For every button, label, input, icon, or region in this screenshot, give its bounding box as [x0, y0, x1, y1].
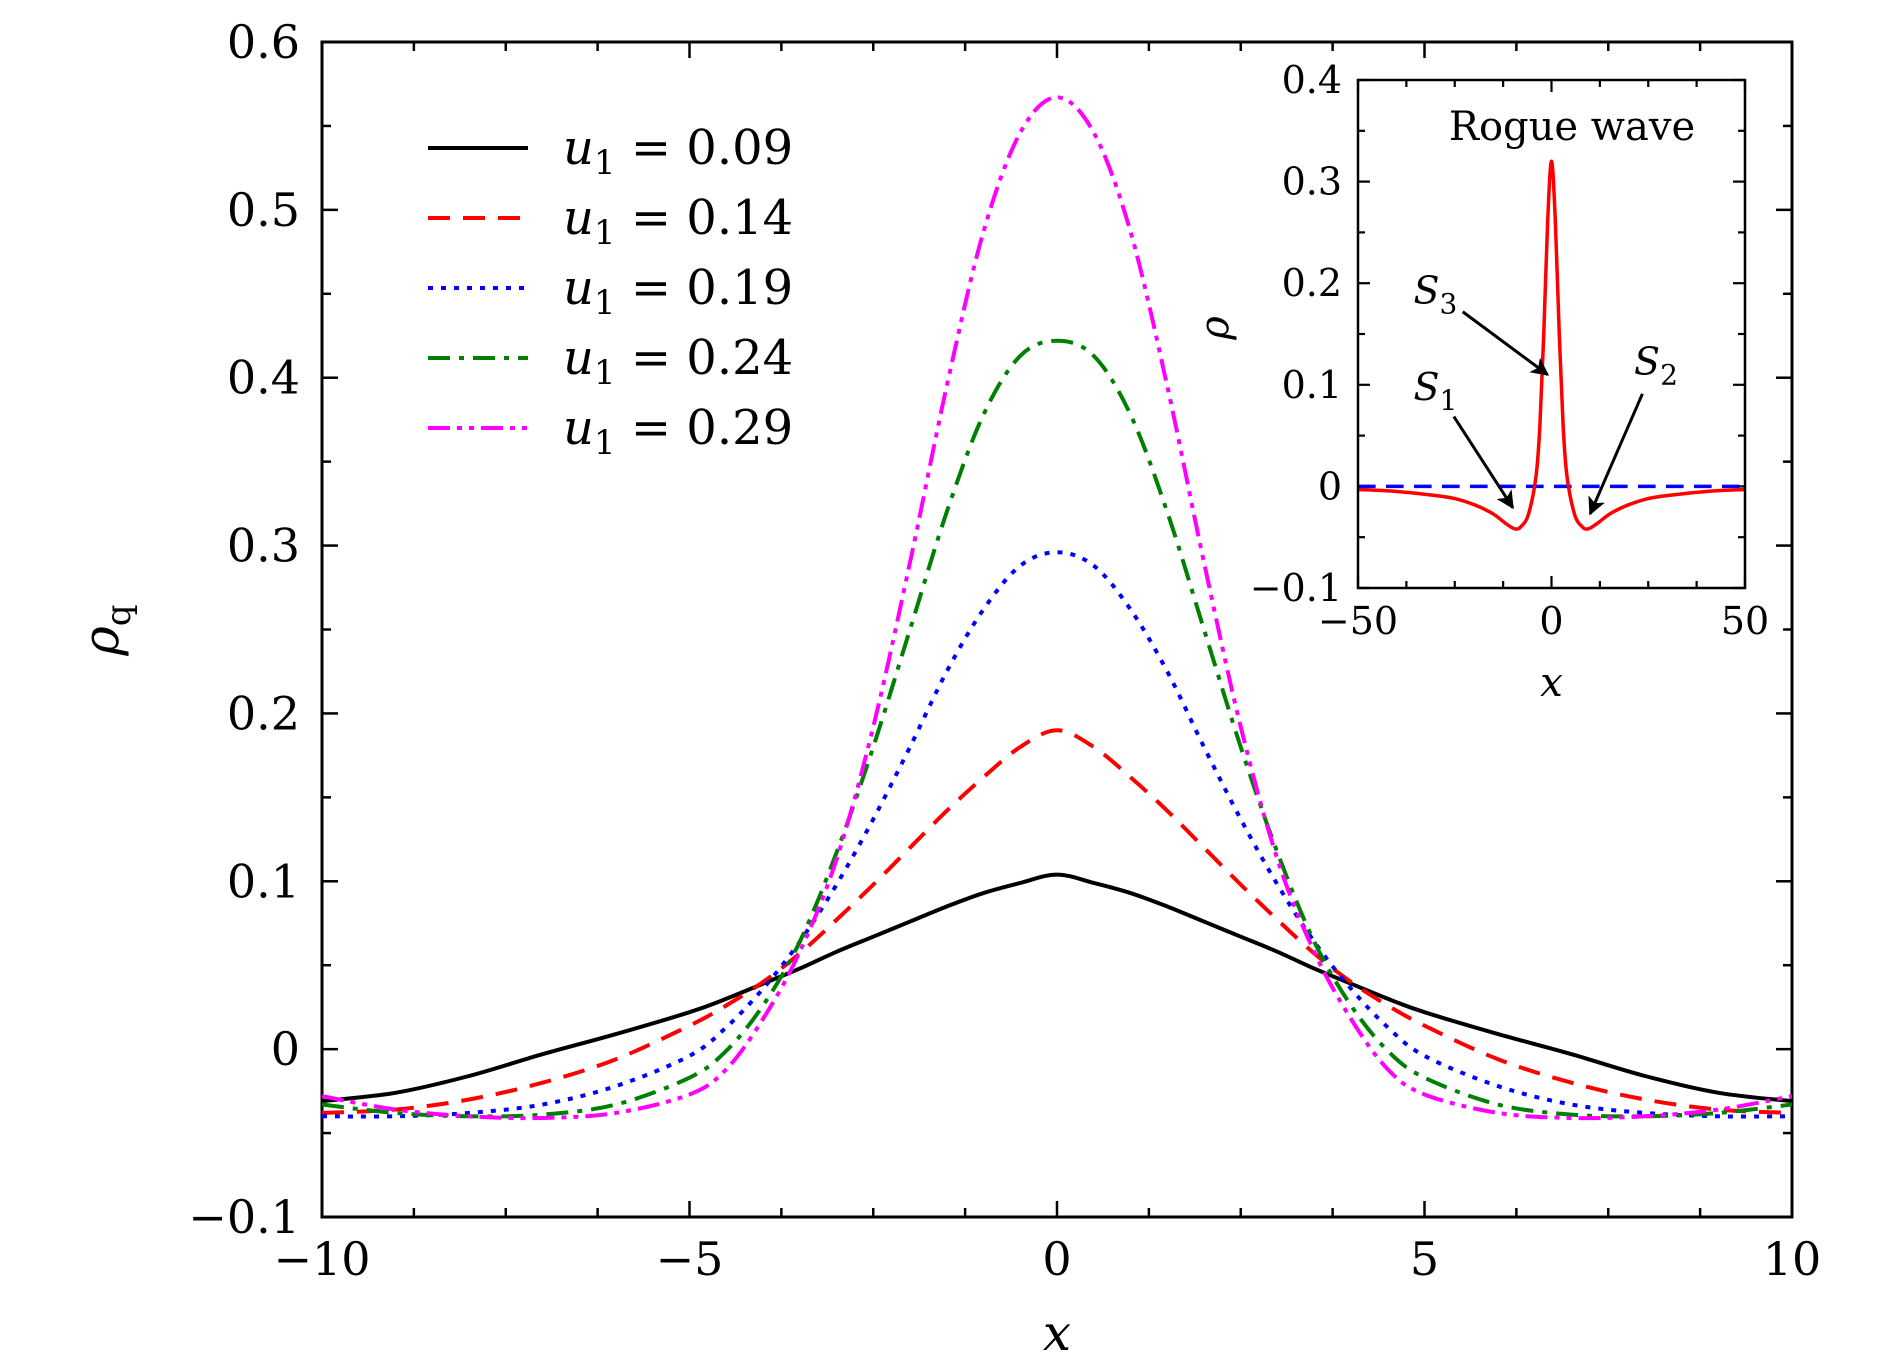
- x-axis-label: x: [1043, 1304, 1071, 1362]
- legend-label-4: u1 = 0.29: [563, 400, 793, 463]
- annotation-arrow-1: [1452, 415, 1515, 510]
- x-tick-label: 0: [1042, 1232, 1071, 1286]
- inset-y-tick-label: 0.2: [1282, 261, 1342, 305]
- x-tick-label: −10: [273, 1232, 370, 1286]
- series-line-4: [322, 95, 1792, 1121]
- inset-y-tick-label: −0.1: [1250, 566, 1342, 610]
- series-line-1: [322, 728, 1792, 1115]
- series-line-0: [322, 872, 1792, 1104]
- inset-y-tick-label: 0: [1318, 464, 1342, 508]
- inset-y-axis-label: ρ: [1192, 316, 1238, 341]
- y-tick-label: 0.3: [227, 519, 300, 573]
- annotation-label-0: S3: [1413, 269, 1457, 321]
- x-tick-label: −5: [656, 1232, 724, 1286]
- inset-series: [1358, 159, 1745, 531]
- inset-x-tick-label: −50: [1318, 599, 1398, 643]
- annotation-arrow-2: [1588, 393, 1644, 516]
- y-tick-label: 0.6: [227, 15, 300, 69]
- y-axis-label: ρq: [72, 604, 139, 656]
- series-line-2: [322, 550, 1792, 1119]
- inset-title: Rogue wave: [1449, 104, 1695, 150]
- y-axis-label-sub: q: [99, 604, 139, 626]
- inset-x-axis-label: x: [1540, 660, 1563, 706]
- y-tick-label: 0.4: [227, 351, 300, 405]
- y-tick-label: −0.1: [188, 1190, 300, 1244]
- y-tick-label: 0.5: [227, 183, 300, 237]
- inset-y-tick-label: 0.3: [1282, 160, 1342, 204]
- legend-label-3: u1 = 0.24: [563, 330, 793, 393]
- inset-series-line-0: [1358, 159, 1745, 531]
- annotation-label-2: S2: [1634, 340, 1678, 392]
- inset-plot: −50 0 50 −0.1 0 0.1 0.2 0.3 0.4 x ρ Rogue wave S3 S1 S…: [1192, 58, 1769, 706]
- legend-label-0: u1 = 0.09: [563, 120, 793, 183]
- inset-x-tick-label: 0: [1539, 599, 1563, 643]
- series-line-3: [322, 338, 1792, 1119]
- legend: u1 = 0.09 u1 = 0.14 u1 = 0.19 u1 = 0.24 u1 =…: [428, 120, 793, 463]
- legend-label-1: u1 = 0.14: [563, 190, 793, 253]
- main-series: [322, 95, 1792, 1121]
- x-tick-label: 5: [1410, 1232, 1439, 1286]
- inset-y-tick-label: 0.1: [1282, 363, 1342, 407]
- inset-background: [1358, 80, 1745, 588]
- annotation-arrow-0: [1461, 310, 1550, 376]
- annotation-label-1: S1: [1413, 365, 1457, 417]
- inset-y-tick-label: 0.4: [1282, 58, 1342, 102]
- inset-x-tick-label: 50: [1721, 599, 1769, 643]
- main-ticks: [320, 40, 1794, 1219]
- x-tick-label: 10: [1763, 1232, 1822, 1286]
- y-tick-label: 0: [271, 1022, 300, 1076]
- y-tick-label: 0.2: [227, 686, 300, 740]
- legend-label-2: u1 = 0.19: [563, 260, 793, 323]
- inset-frame: [1356, 78, 1747, 590]
- y-tick-label: 0.1: [227, 854, 300, 908]
